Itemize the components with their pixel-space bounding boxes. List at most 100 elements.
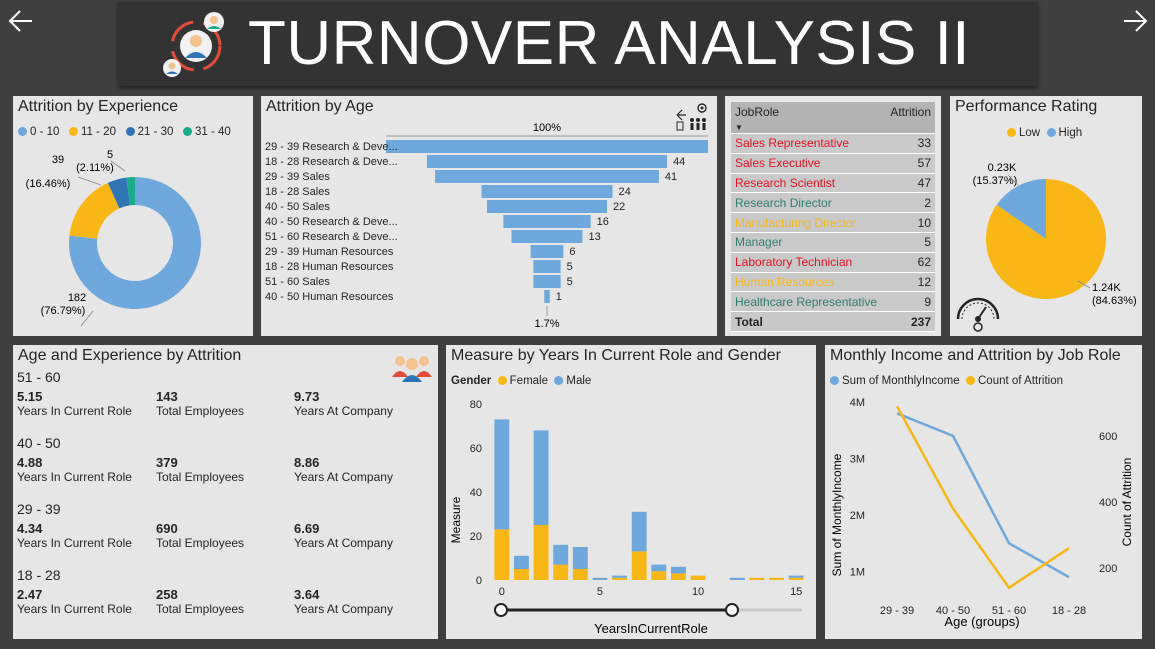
- bar-male[interactable]: [670, 566, 686, 574]
- total-employees-label: Total Employees: [156, 536, 245, 550]
- bar-male[interactable]: [729, 577, 745, 580]
- age-group-card: 18 - 28 2.47 Years In Current Role 258 Total…: [17, 567, 437, 627]
- sort-desc-icon[interactable]: ▼: [735, 123, 743, 132]
- attrition-column-header[interactable]: Attrition: [885, 102, 935, 134]
- funnel-bar[interactable]: [530, 245, 564, 258]
- funnel-category-label: 29 - 39 Sales: [265, 171, 330, 183]
- high-pct-label: (15.37%): [973, 175, 1018, 187]
- bar-female[interactable]: [513, 569, 529, 580]
- legend-label-low: Low: [1019, 127, 1041, 139]
- range-slider-min-handle[interactable]: [494, 603, 508, 617]
- table-row[interactable]: Manufacturing Director 10: [731, 212, 935, 233]
- bar-male[interactable]: [513, 555, 529, 569]
- table-row[interactable]: Healthcare Representative 9: [731, 291, 935, 313]
- donut-slice-21-30[interactable]: [107, 177, 130, 209]
- donut-slice-0-10[interactable]: [69, 177, 201, 309]
- funnel-value-label: 22: [613, 201, 625, 213]
- bar-female[interactable]: [690, 575, 706, 580]
- years-in-role-value: 2.47: [17, 587, 43, 602]
- legend-dot-male: [554, 376, 564, 385]
- y-tick-label: 60: [470, 443, 482, 455]
- bar-female[interactable]: [749, 577, 765, 580]
- income-legend: Sum of MonthlyIncome Count of Attrition: [830, 375, 1063, 387]
- bar-female[interactable]: [651, 571, 667, 580]
- funnel-bar[interactable]: [544, 290, 550, 303]
- donut-slice-31-40[interactable]: [126, 177, 135, 206]
- high-value-label: 0.23K: [988, 162, 1017, 174]
- funnel-top-percent: 100%: [533, 122, 561, 134]
- funnel-bottom-percent: 1.7%: [534, 318, 559, 330]
- jobrole-column-header[interactable]: JobRole ▼: [731, 102, 885, 134]
- funnel-bar[interactable]: [533, 275, 561, 288]
- bar-male[interactable]: [572, 547, 588, 569]
- bar-female[interactable]: [533, 525, 549, 580]
- label-line-182: [80, 310, 94, 327]
- bar-male[interactable]: [553, 544, 569, 565]
- total-employees-value: 690: [156, 521, 178, 536]
- income-line[interactable]: [896, 412, 1070, 579]
- label-line-5: [110, 160, 126, 172]
- forward-arrow-icon[interactable]: [1120, 6, 1150, 36]
- label-39-value: 39: [52, 154, 64, 166]
- bar-female[interactable]: [612, 577, 628, 580]
- years-at-company-value: 9.73: [294, 389, 320, 404]
- left-tick-label: 1M: [850, 567, 865, 579]
- back-arrow-icon[interactable]: [6, 6, 36, 36]
- funnel-bar[interactable]: [533, 260, 561, 273]
- experience-donut-chart: 39 (16.46%) 5 (2.11%) 182 (76.79%): [26, 149, 201, 327]
- age-group-card: 51 - 60 5.15 Years In Current Role 143 Total…: [17, 369, 437, 429]
- jobrole-cell: Laboratory Technician: [731, 252, 885, 273]
- jobrole-cell: Healthcare Representative: [731, 291, 885, 313]
- funnel-category-label: 51 - 60 Research & Deve...: [265, 231, 398, 243]
- years-in-role-label: Years In Current Role: [17, 470, 132, 484]
- bar-male[interactable]: [612, 575, 628, 578]
- funnel-bar[interactable]: [481, 185, 613, 198]
- funnel-bar[interactable]: [386, 140, 708, 153]
- range-slider-max-handle[interactable]: [725, 603, 739, 617]
- bar-male[interactable]: [788, 575, 804, 578]
- bar-female[interactable]: [670, 573, 686, 580]
- funnel-bar[interactable]: [486, 200, 608, 213]
- pie-slice-low[interactable]: [986, 179, 1106, 299]
- attrition-line[interactable]: [895, 405, 1070, 590]
- funnel-bar[interactable]: [511, 230, 583, 243]
- bar-male[interactable]: [494, 419, 510, 530]
- bar-female[interactable]: [769, 577, 785, 580]
- attrition-by-experience-panel: Attrition by Experience 0 - 10 11 - 20 2…: [13, 96, 253, 336]
- funnel-bar[interactable]: [426, 155, 668, 168]
- total-employees-value: 379: [156, 455, 178, 470]
- bar-male[interactable]: [631, 511, 647, 552]
- bar-male[interactable]: [651, 564, 667, 572]
- drill-up-icon[interactable]: [676, 109, 686, 131]
- bar-male[interactable]: [592, 577, 608, 580]
- y-tick-label: 40: [470, 487, 482, 499]
- table-row[interactable]: Human Resources 12: [731, 272, 935, 293]
- years-at-company-label: Years At Company: [294, 536, 393, 550]
- bar-female[interactable]: [494, 529, 510, 580]
- table-row[interactable]: Sales Representative 33: [731, 133, 935, 154]
- bar-female[interactable]: [631, 551, 647, 580]
- bar-female[interactable]: [553, 564, 569, 580]
- table-row[interactable]: Sales Executive 57: [731, 153, 935, 174]
- x-tick-label: 10: [692, 586, 704, 598]
- bar-female[interactable]: [572, 569, 588, 580]
- legend-dot-female: [497, 376, 507, 385]
- donut-slice-11-20[interactable]: [69, 182, 120, 239]
- funnel-value-label: 24: [618, 186, 630, 198]
- table-row[interactable]: Research Director 2: [731, 192, 935, 214]
- legend-dot-11-20: [69, 127, 79, 136]
- table-row[interactable]: Laboratory Technician 62: [731, 252, 935, 273]
- pie-slice-high[interactable]: [996, 179, 1046, 239]
- funnel-bar[interactable]: [435, 170, 659, 183]
- funnel-bar[interactable]: [503, 215, 591, 228]
- table-row[interactable]: Research Scientist 47: [731, 173, 935, 194]
- funnel-value-label: 16: [597, 216, 609, 228]
- people-icon[interactable]: [690, 118, 706, 130]
- table-row[interactable]: Manager 5: [731, 232, 935, 253]
- settings-icon[interactable]: [697, 103, 707, 113]
- funnel-category-label: 40 - 50 Research & Deve...: [265, 216, 398, 228]
- funnel-value-label: 41: [665, 171, 677, 183]
- bar-female[interactable]: [788, 577, 804, 580]
- bar-male[interactable]: [533, 430, 549, 525]
- jobrole-cell: Human Resources: [731, 272, 885, 293]
